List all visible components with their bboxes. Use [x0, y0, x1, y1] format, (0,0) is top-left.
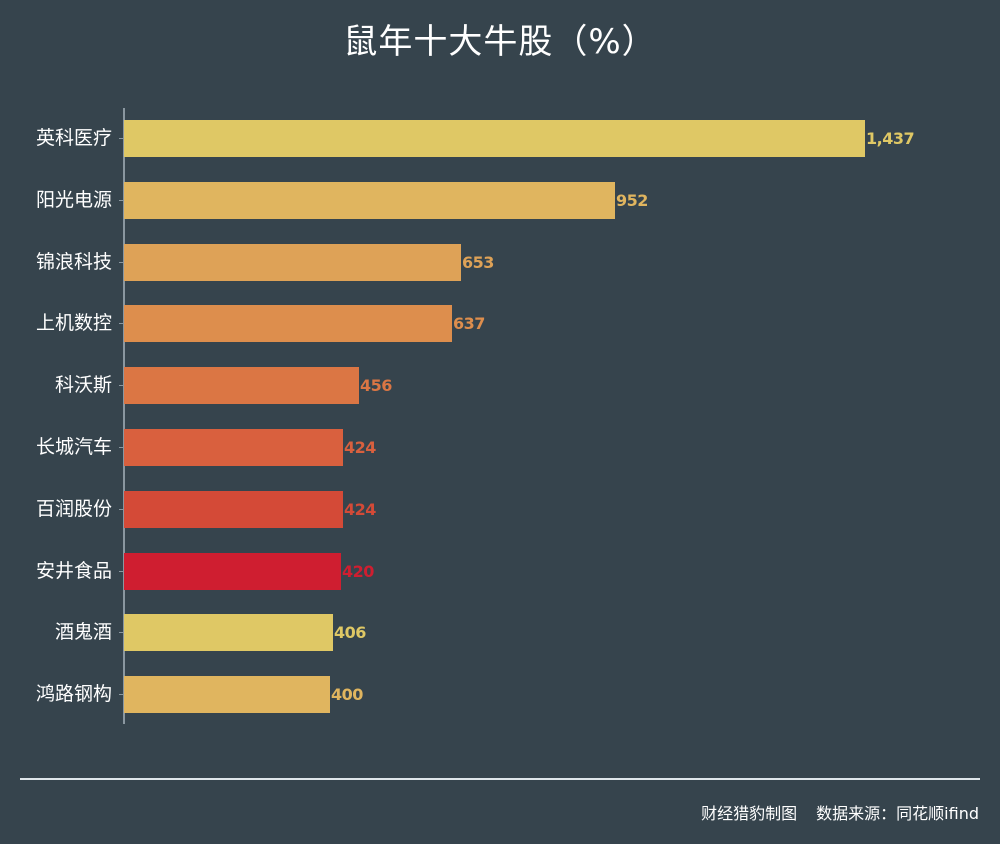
bar-row: 长城汽车 424 [0, 429, 1000, 466]
footer: 财经猎豹制图 数据来源：同花顺ifind [701, 800, 979, 824]
footer-divider [20, 778, 980, 780]
value-label: 653 [462, 252, 494, 272]
bar [124, 367, 359, 405]
bar-row: 酒鬼酒 406 [0, 614, 1000, 652]
bar [124, 120, 865, 157]
bar-row: 上机数控 637 [0, 305, 1000, 343]
bar [124, 305, 452, 343]
value-label: 406 [334, 623, 366, 643]
axis-tick [119, 261, 124, 263]
axis-tick [119, 323, 124, 325]
bar [124, 243, 461, 281]
bar-row: 阳光电源 952 [0, 181, 1000, 219]
bar [124, 490, 343, 528]
category-label: 科沃斯 [54, 374, 112, 397]
axis-tick [119, 632, 124, 634]
bar-row: 安井食品 420 [0, 552, 1000, 590]
axis-tick [119, 138, 124, 139]
bar-row: 英科医疗 1,437 [0, 120, 1000, 157]
category-label: 鸿路钢构 [35, 683, 112, 706]
value-label: 400 [331, 685, 363, 705]
category-label: 锦浪科技 [35, 250, 112, 273]
credit-text: 财经猎豹制图 [701, 804, 798, 823]
value-label: 424 [344, 499, 376, 519]
axis-tick [119, 385, 124, 387]
axis-tick [119, 199, 124, 201]
bar-row: 科沃斯 456 [0, 367, 1000, 405]
bar-row: 锦浪科技 653 [0, 243, 1000, 281]
axis-tick [119, 447, 124, 448]
value-label: 1,437 [866, 129, 915, 148]
bar [124, 181, 615, 219]
bar-row: 鸿路钢构 400 [0, 676, 1000, 714]
bar-row: 百润股份 424 [0, 490, 1000, 528]
category-label: 百润股份 [35, 497, 112, 520]
value-label: 420 [342, 561, 374, 581]
chart-title: 鼠年十大牛股（%） [343, 22, 657, 62]
bar [124, 552, 341, 590]
category-label: 上机数控 [35, 312, 112, 335]
y-axis-line [123, 108, 125, 724]
value-label: 456 [360, 376, 392, 396]
source-text: 数据来源：同花顺ifind [816, 804, 979, 823]
category-label: 安井食品 [35, 559, 112, 582]
bar [124, 676, 330, 714]
axis-tick [119, 508, 124, 510]
value-label: 637 [453, 314, 485, 334]
bar [124, 614, 333, 652]
category-label: 酒鬼酒 [54, 621, 112, 644]
axis-tick [119, 694, 124, 696]
category-label: 长城汽车 [35, 436, 112, 458]
bar [124, 429, 343, 466]
category-label: 英科医疗 [35, 127, 112, 149]
value-label: 952 [616, 190, 648, 210]
axis-tick [119, 570, 124, 572]
value-label: 424 [344, 438, 376, 457]
category-label: 阳光电源 [35, 188, 112, 211]
